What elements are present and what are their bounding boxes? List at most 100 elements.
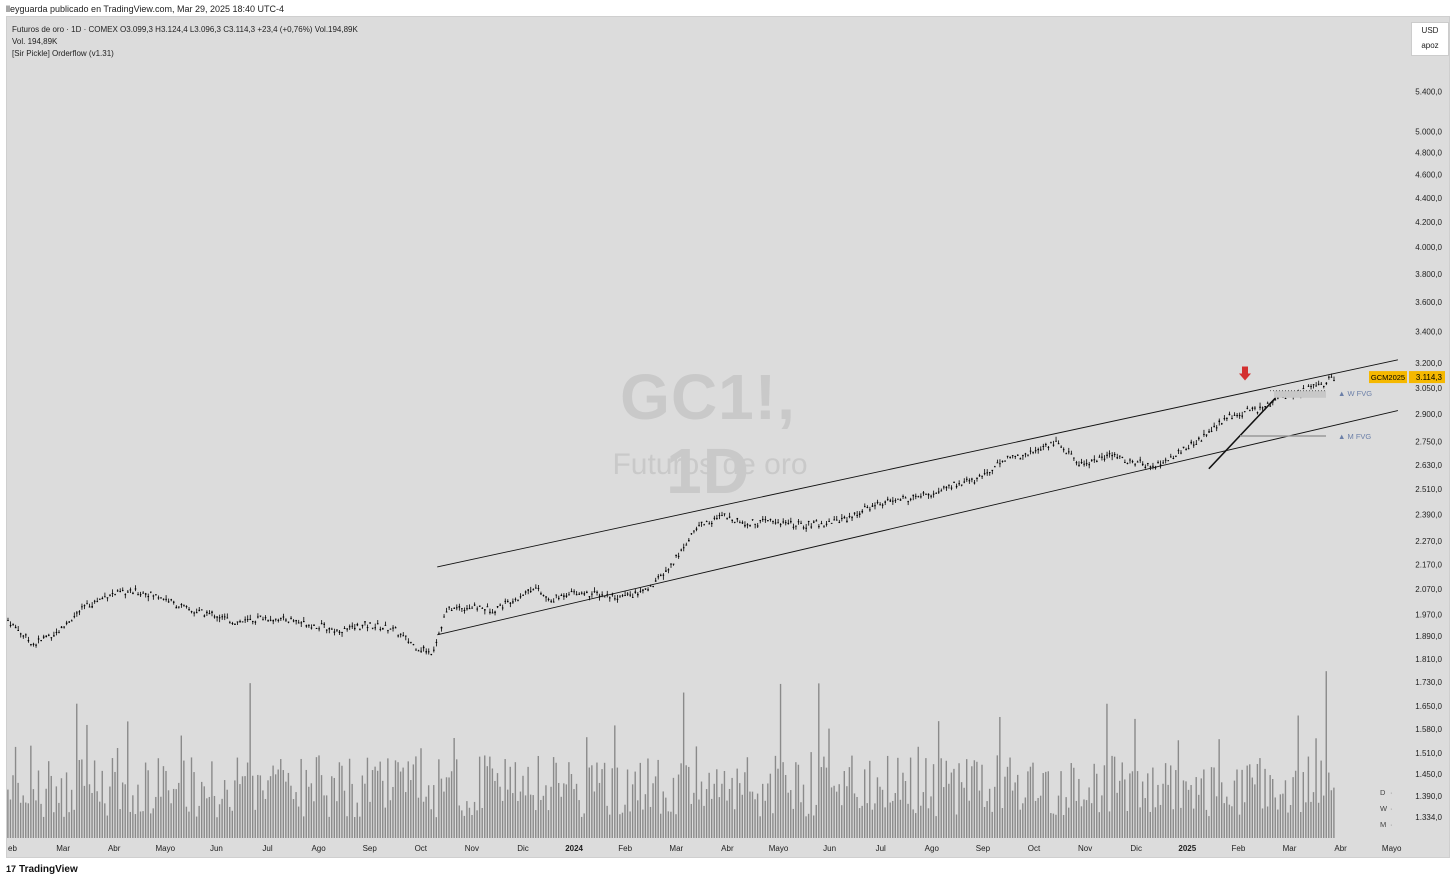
candle-body bbox=[1203, 433, 1205, 435]
volume-bar bbox=[297, 806, 300, 838]
volume-bar bbox=[596, 762, 598, 838]
volume-bar bbox=[540, 799, 542, 838]
volume-bar bbox=[593, 791, 596, 838]
volume-bar bbox=[236, 757, 239, 838]
volume-bar bbox=[193, 772, 195, 838]
candle-body bbox=[1187, 448, 1190, 450]
volume-bar bbox=[155, 796, 157, 838]
volume-bar bbox=[208, 796, 211, 838]
candle-body bbox=[560, 594, 563, 597]
candle-body bbox=[1075, 462, 1078, 464]
volume-bar bbox=[1310, 801, 1312, 838]
candle-body bbox=[654, 580, 657, 582]
volume-bar bbox=[1108, 811, 1111, 838]
candle-body bbox=[295, 619, 297, 622]
price-tick-label: 2.270,0 bbox=[1415, 537, 1442, 546]
volume-bar bbox=[382, 780, 384, 838]
volume-bar bbox=[570, 773, 573, 838]
volume-bar bbox=[336, 801, 338, 838]
volume-bar bbox=[966, 759, 968, 838]
volume-bar bbox=[1126, 810, 1129, 838]
candle-body bbox=[626, 593, 629, 595]
time-tick-label: eb bbox=[8, 844, 17, 853]
candle-body bbox=[680, 549, 682, 551]
volume-bar bbox=[1170, 765, 1172, 838]
volume-bar bbox=[807, 813, 810, 838]
candle-body bbox=[114, 594, 116, 596]
volume-bar bbox=[642, 809, 644, 838]
volume-bar bbox=[440, 778, 443, 838]
volume-bar bbox=[937, 721, 940, 838]
volume-bar bbox=[427, 785, 430, 838]
down-arrow-icon bbox=[1239, 373, 1251, 381]
volume-bar bbox=[943, 787, 945, 838]
volume-bar bbox=[333, 777, 335, 838]
volume-bar bbox=[1300, 812, 1302, 838]
chart-area[interactable] bbox=[6, 16, 1450, 858]
volume-bar bbox=[1144, 798, 1146, 838]
volume-bar bbox=[1249, 764, 1251, 838]
time-tick-label: Ago bbox=[925, 844, 940, 853]
candle-body bbox=[1090, 459, 1093, 461]
volume-bar bbox=[818, 683, 820, 838]
candle-body bbox=[598, 595, 601, 597]
candle-body bbox=[1124, 462, 1126, 464]
footer-brand[interactable]: 17 TradingView bbox=[6, 864, 78, 875]
candle-body bbox=[297, 622, 300, 624]
candle-body bbox=[512, 601, 514, 603]
volume-bar bbox=[371, 770, 374, 838]
candle-body bbox=[963, 481, 966, 483]
candle-body bbox=[1027, 454, 1029, 456]
volume-bar bbox=[114, 771, 116, 838]
candle-body bbox=[647, 589, 649, 591]
price-tick-label: 3.600,0 bbox=[1415, 298, 1442, 307]
volume-bar bbox=[160, 796, 162, 838]
volume-bar bbox=[86, 724, 88, 838]
candle-body bbox=[165, 598, 167, 600]
price-tick-label: 1.510,0 bbox=[1415, 749, 1442, 758]
volume-bar bbox=[1243, 802, 1246, 838]
candle-body bbox=[1073, 457, 1075, 459]
candle-body bbox=[106, 597, 109, 599]
volume-bar bbox=[1182, 780, 1185, 838]
volume-bar bbox=[93, 760, 96, 838]
volume-bar bbox=[853, 793, 856, 838]
volume-bar bbox=[150, 813, 152, 838]
trend-line bbox=[1208, 397, 1276, 470]
currency-selector[interactable]: USD apoz bbox=[1411, 22, 1449, 56]
mfvg-label: ▲ M FVG bbox=[1338, 432, 1371, 441]
candle-body bbox=[1180, 452, 1182, 454]
volume-bar bbox=[489, 756, 491, 838]
volume-bar bbox=[631, 784, 634, 838]
volume-bar bbox=[583, 813, 585, 838]
price-tick-label: 1.450,0 bbox=[1415, 770, 1442, 779]
candle-body bbox=[1221, 423, 1223, 425]
candle-body bbox=[876, 501, 879, 503]
wfvg-zone bbox=[1274, 390, 1326, 398]
candle-body bbox=[1274, 399, 1277, 401]
candle-body bbox=[797, 521, 800, 523]
volume-bar bbox=[733, 809, 736, 838]
currency-label: USD bbox=[1421, 26, 1439, 35]
candle-body bbox=[886, 498, 889, 500]
volume-bar bbox=[1297, 715, 1299, 838]
candle-body bbox=[703, 524, 705, 526]
volume-bar bbox=[904, 781, 907, 838]
volume-bar bbox=[677, 774, 680, 838]
interval-dot: · bbox=[1390, 788, 1393, 797]
price-tick-label: 2.070,0 bbox=[1415, 585, 1442, 594]
volume-bar bbox=[246, 762, 249, 838]
candle-body bbox=[397, 635, 399, 637]
volume-bar bbox=[1333, 787, 1335, 838]
volume-bar bbox=[649, 806, 652, 838]
volume-bar bbox=[211, 761, 213, 838]
volume-bar bbox=[647, 758, 649, 838]
legend-indicator-line[interactable]: [Sir Pickle] Orderflow (v1.31) bbox=[12, 49, 114, 58]
candle-body bbox=[104, 596, 106, 598]
volume-bar bbox=[1287, 812, 1289, 838]
candle-body bbox=[960, 484, 963, 486]
candle-body bbox=[866, 507, 869, 509]
volume-bar bbox=[188, 811, 190, 838]
volume-bar bbox=[295, 792, 297, 838]
